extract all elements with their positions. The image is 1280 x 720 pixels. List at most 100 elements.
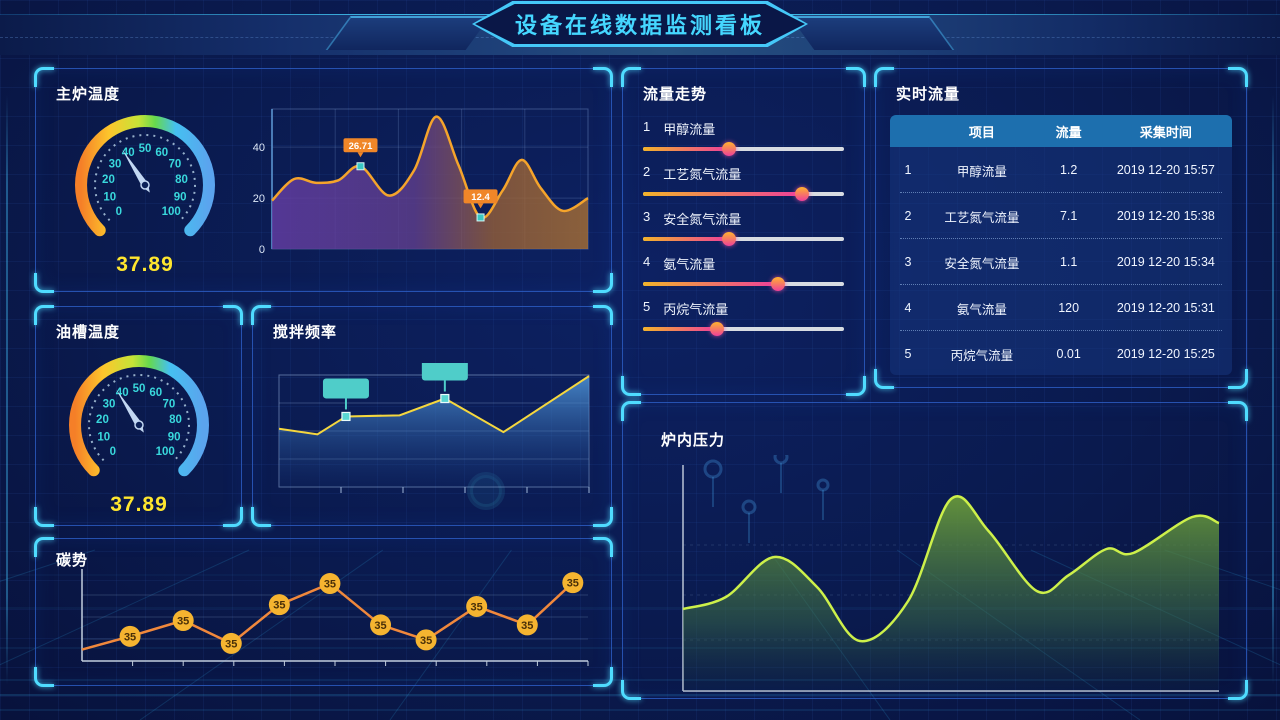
svg-text:35: 35 [567,578,579,590]
panel-stir-frequency: 搅拌频率 [251,305,613,527]
table-cell: 2019 12-20 15:31 [1116,301,1215,315]
flow-slider-label: 3 安全氮气流量 [643,209,844,228]
corner-bracket [593,507,613,527]
edge-line-left [6,95,8,685]
flow-slider-thumb[interactable] [722,142,737,156]
svg-text:35: 35 [225,638,237,650]
corner-bracket [621,376,641,396]
flow-slider-row: 5 丙烷气流量 [643,299,844,336]
table-cell: 0.01 [1056,347,1081,361]
flow-slider-track[interactable] [643,277,844,291]
flow-slider-index: 5 [643,299,651,314]
corner-bracket [593,273,613,293]
panel-title-furnace-pressure: 炉内压力 [661,432,726,449]
table-row: 5 丙烷气流量 0.01 2019 12-20 15:25 [890,331,1232,375]
data-point [220,632,242,654]
flow-slider-track[interactable] [643,142,844,156]
svg-text:35: 35 [521,620,533,632]
table-cell: 4 [904,301,912,315]
svg-text:0: 0 [116,206,122,218]
table-cell: 2019 12-20 15:38 [1116,209,1215,223]
corner-bracket [1228,680,1248,700]
corner-bracket [251,305,271,325]
svg-text:50: 50 [139,143,152,155]
pin-decoration [816,478,830,492]
flow-slider-fill [643,237,730,241]
data-point [268,594,290,616]
data-point [516,614,538,636]
table-cell: 2019 12-20 15:57 [1116,163,1215,177]
flow-slider-label: 1 甲醇流量 [643,119,844,138]
panel-carbon-potential: 碳势 35 35 35 35 35 35 35 35 35 35 [34,537,613,687]
flow-slider-track[interactable] [643,232,844,246]
panel-title-stir-frequency: 搅拌频率 [273,324,338,341]
tooltip-box [322,378,369,399]
svg-text:35: 35 [124,631,136,643]
data-point [319,573,341,595]
svg-text:80: 80 [175,174,188,186]
table-cell: 甲醇流量 [956,164,1007,179]
svg-text:0: 0 [110,446,116,458]
svg-text:60: 60 [155,147,168,159]
corner-bracket [34,507,54,527]
table-cell: 5 [904,347,912,361]
flow-slider-list: 1 甲醇流量 2 工艺氮气流量 3 安全氮气流量 4 氨气流量 5 丙烷气流量 [643,119,844,344]
svg-text:20: 20 [253,193,265,205]
table-row: 1 甲醇流量 1.2 2019 12-20 15:57 [890,147,1232,193]
flow-slider-row: 1 甲醇流量 [643,119,844,156]
svg-text:35: 35 [177,616,189,628]
svg-text:35: 35 [374,620,386,632]
pin-decoration [741,499,757,515]
svg-text:35: 35 [273,600,285,612]
flow-slider-thumb[interactable] [722,232,737,246]
panel-furnace-pressure: 炉内压力 [621,401,1248,700]
flow-slider-thumb[interactable] [794,187,809,201]
table-cell: 1.2 [1059,163,1078,177]
realtime-flow-table: 项目 流量 采集时间 1 甲醇流量 1.2 2019 12-20 15:57 2 工艺氮气流量… [890,115,1232,375]
svg-text:10: 10 [97,431,110,443]
svg-text:80: 80 [169,414,182,426]
stir-frequency-chart [278,363,590,510]
flow-slider-name: 安全氮气流量 [663,212,742,227]
flow-slider-name: 氨气流量 [663,257,716,272]
svg-text:10: 10 [103,191,116,203]
panel-realtime-flow: 实时流量 项目 流量 采集时间 1 甲醇流量 1.2 2019 12-20 15:57 2 工… [874,67,1248,389]
flow-slider-thumb[interactable] [710,322,725,336]
corner-bracket [846,376,866,396]
svg-text:35: 35 [324,579,336,591]
svg-text:26.71: 26.71 [349,141,373,152]
svg-text:100: 100 [162,206,181,218]
panel-main-furnace: 主炉温度 0 10 20 30 40 50 60 70 80 90 100 37.89 0 20 40 2… [34,67,613,293]
corner-bracket [34,537,54,557]
data-point [370,614,392,636]
svg-text:30: 30 [109,158,122,170]
table-cell: 丙烷气流量 [950,348,1014,363]
svg-text:35: 35 [420,635,432,647]
point-marker [356,162,365,171]
gauge-value: 37.89 [116,253,174,276]
corner-bracket [846,67,866,87]
svg-text:70: 70 [163,398,176,410]
tooltip-box [421,363,468,381]
main-furnace-trend-chart: 0 20 40 26.71 12.4 [253,108,589,256]
corner-bracket [34,273,54,293]
panel-oil-tank: 油槽温度 0 10 20 30 40 50 60 70 80 90 100 37.89 [34,305,243,527]
svg-text:40: 40 [116,387,129,399]
flow-slider-track[interactable] [643,187,844,201]
corner-bracket [1228,67,1248,87]
svg-text:30: 30 [103,398,116,410]
data-point [415,629,437,651]
data-point [119,625,141,647]
flow-slider-track[interactable] [643,322,844,336]
flow-slider-label: 2 工艺氮气流量 [643,164,844,183]
corner-bracket [593,667,613,687]
value-tag [343,138,378,153]
table-cell: 120 [1058,301,1080,315]
pin-decoration [773,455,789,465]
flow-slider-thumb[interactable] [770,277,785,291]
pin-decoration [703,459,723,479]
value-tag [463,189,498,204]
corner-bracket [34,305,54,325]
flow-slider-fill [643,147,730,151]
